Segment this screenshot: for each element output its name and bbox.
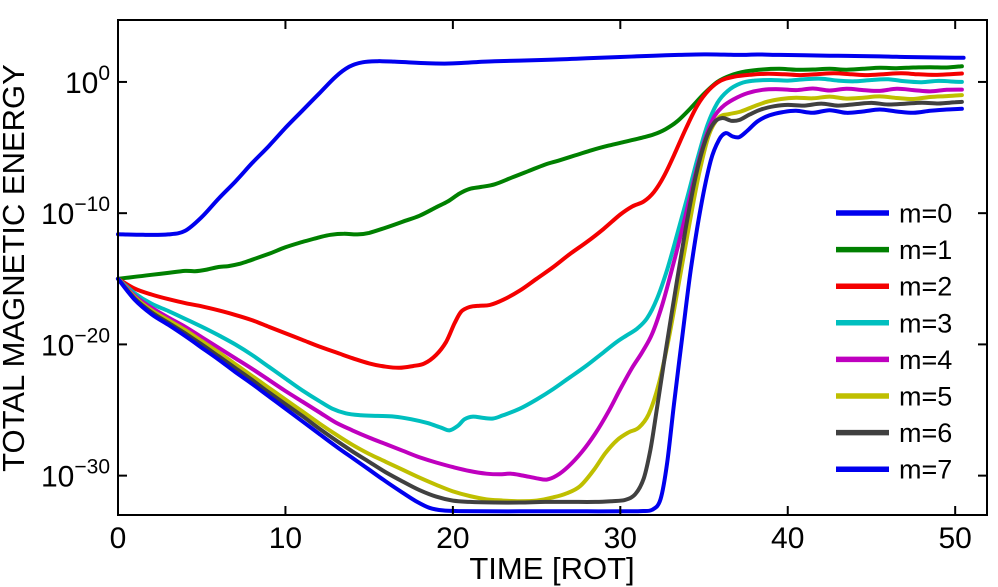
curve-m4	[116, 86, 964, 482]
legend-item-m3: m=3	[836, 308, 952, 338]
y-tick-label: 10−30	[41, 456, 110, 494]
legend-item-m4: m=4	[836, 345, 952, 375]
legend: m=0 m=1 m=2 m=3 m=4 m=5 m=6 m=7	[836, 199, 952, 485]
curve-m0	[116, 52, 966, 237]
curve-m5	[116, 93, 964, 504]
legend-item-m1: m=1	[836, 235, 952, 265]
legend-item-m2: m=2	[836, 272, 952, 302]
x-axis-label: TIME [ROT]	[469, 551, 634, 586]
curve-m6	[116, 99, 964, 505]
legend-item-m0: m=0	[836, 199, 952, 229]
plot-curves	[116, 52, 966, 514]
curve-m1	[116, 64, 964, 281]
y-tick-label: 100	[65, 62, 110, 100]
legend-label: m=0	[899, 199, 952, 229]
legend-label: m=7	[899, 455, 952, 485]
plot-box	[117, 19, 988, 516]
legend-label: m=1	[899, 235, 952, 265]
curve-m7	[116, 106, 964, 514]
y-tick-label: 10−20	[41, 324, 110, 362]
legend-label: m=4	[899, 345, 952, 375]
x-tick-label: 50	[938, 522, 971, 555]
curve-m3	[116, 76, 964, 433]
legend-label: m=5	[899, 382, 952, 412]
y-tick-labels: 100 10−10 10−20 10−30	[41, 62, 110, 494]
x-tick-label: 20	[436, 522, 469, 555]
legend-item-m6: m=6	[836, 418, 952, 448]
legend-label: m=3	[899, 308, 952, 338]
x-tick-labels: 0 10 20 30 40 50	[110, 522, 972, 555]
legend-item-m5: m=5	[836, 382, 952, 412]
curve-m2	[116, 71, 964, 370]
x-tick-label: 40	[771, 522, 804, 555]
y-axis-label: TOTAL MAGNETIC ENERGY	[0, 64, 31, 472]
legend-label: m=6	[899, 418, 952, 448]
x-tick-label: 10	[269, 522, 302, 555]
y-tick-label: 10−10	[41, 193, 110, 231]
legend-label: m=2	[899, 272, 952, 302]
x-tick-label: 30	[604, 522, 637, 555]
legend-item-m7: m=7	[836, 455, 952, 485]
x-tick-label: 0	[110, 522, 127, 555]
